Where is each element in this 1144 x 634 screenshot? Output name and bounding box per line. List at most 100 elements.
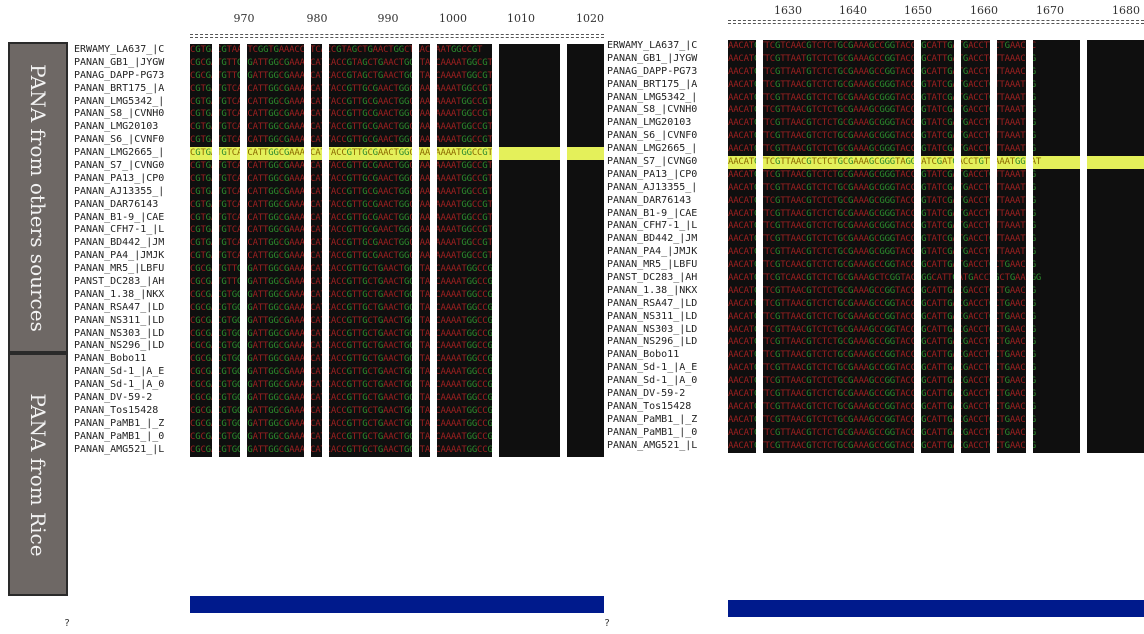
column-marker bbox=[560, 44, 567, 457]
column-marker bbox=[492, 44, 499, 457]
sequence-names-right: ERWAMY_LA637_|C PANAN_GB1_|JYGW PANAG_DAPP… bbox=[607, 40, 725, 453]
sequence-name: PANAN_AMG521_|L bbox=[74, 443, 165, 455]
sequence-name: PANAN_Sd-1_|A_E bbox=[607, 362, 698, 374]
sequence-name: PANAN_PA4_|JMJK bbox=[74, 250, 165, 262]
sequence-name: ERWAMY_LA637_|C bbox=[74, 44, 165, 55]
sequence-name: PANAN_LMG20103 bbox=[74, 121, 159, 133]
ruler-tick: 1020 bbox=[576, 12, 604, 25]
alignment-row: AACATGTTCGTTAACGTCTCTGCGAAAGCCGGTACCGGCA… bbox=[728, 363, 1036, 374]
alignment-row: CGTGATGTCAACATTGGCGAAACCATTACCGTTGCGAACT… bbox=[190, 83, 493, 94]
sequence-name: PANAN_S6_|CVNF0 bbox=[74, 134, 165, 146]
ruler-tick: 1000 bbox=[439, 12, 467, 25]
sequence-name: PANAN_Sd-1_|A_E bbox=[74, 366, 165, 378]
ruler-tick: 1640 bbox=[839, 4, 867, 17]
column-marker bbox=[240, 44, 247, 457]
sequence-name: PANAN_CFH7-1_|L bbox=[607, 220, 698, 232]
group-label-text: PANA from others sources bbox=[26, 63, 50, 332]
alignment-row: CGTGATGTCAACATTGGCGAAACCATTACCGTTGCGAACT… bbox=[190, 199, 493, 210]
sequence-name: PANAG_DAPP-PG73 bbox=[607, 65, 698, 77]
alignment-footer-bar-right bbox=[728, 600, 1144, 617]
sequence-name: PANAN_PaMB1_|_Z bbox=[74, 417, 165, 429]
column-marker bbox=[990, 40, 997, 453]
sequence-name: PANAN_LMG2665_| bbox=[607, 143, 698, 155]
alignment-row: AACATGTTCGTTAACGTCTCTGCGAAAGCCGGTACCGGCA… bbox=[728, 401, 1036, 412]
alignment-row: CGTGATGTCAACATTGGCGAAACCATTACCGTTGCGAACT… bbox=[190, 109, 493, 120]
sequence-name: PANAN_NS303_|LD bbox=[607, 323, 698, 335]
alignment-row: CGTGATGTCATCATTGGCGAAACCATTACCGTTGCGAACT… bbox=[190, 147, 604, 161]
sequence-name: PANAN_Sd-1_|A_0 bbox=[74, 379, 165, 391]
sequence-name: PANAN_S6_|CVNF0 bbox=[607, 130, 698, 142]
column-marker bbox=[212, 44, 219, 457]
sequence-name: PANAN_RSA47_|LD bbox=[607, 297, 698, 309]
sequence-name: PANAN_BD442_|JM bbox=[607, 233, 698, 245]
ruler-tick: 990 bbox=[377, 12, 399, 25]
sequence-name: PANAN_S8_|CVNH0 bbox=[607, 104, 698, 116]
sequence-name: PANAN_S8_|CVNH0 bbox=[74, 108, 165, 120]
alignment-row: CGCGACGTGGTGATTGGCGAAACCATCACCGTTGCTGAAC… bbox=[190, 341, 498, 352]
column-marker bbox=[954, 40, 961, 453]
alignment-footer-bar-left bbox=[190, 596, 604, 613]
ruler-tick: 970 bbox=[233, 12, 255, 25]
alignment-row: CGCGACGTGGTGATTGGCGAAACCATCACCGTTGCTGAAC… bbox=[190, 289, 498, 300]
sequence-name: PANAN_GB1_|JYGW bbox=[74, 56, 165, 68]
alignment-row: CGTGATGTCAACATTGGCGAAACCATTACCGTTGCGAACT… bbox=[190, 173, 493, 184]
question-mark: ? bbox=[64, 618, 71, 629]
alignment-row: CGTGATGTCAACATTGGCGAAACCATTACCGTTGCGAACT… bbox=[190, 135, 493, 146]
sequence-name: PANAN_BRT175_|A bbox=[607, 78, 698, 90]
sequence-names-left: ERWAMY_LA637_|C PANAN_GB1_|JYGW PANAG_DAPP… bbox=[74, 44, 189, 457]
sequence-name: PANAN_1.38_|NKX bbox=[74, 288, 165, 300]
group-label-other-sources: PANA from others sources bbox=[8, 42, 68, 353]
sequence-name: PANAN_B1-9_|CAE bbox=[607, 207, 698, 219]
sequence-name: PANAN_LMG20103 bbox=[607, 117, 692, 129]
alignment-row: CGCGACGTGGTGATTGGCGAAACCATCACCGTTGCTGAAC… bbox=[190, 405, 498, 416]
alignment-row: CGTGATGTCAACATTGGCGAAACCATTACCGTTGCGAACT… bbox=[190, 238, 493, 249]
sequence-name: PANAN_LMG5342_| bbox=[74, 95, 165, 107]
alignment-row: AACATGTTCGTTAACGTCTCTGCGAAAGCGGGTACCGGTA… bbox=[728, 195, 1036, 206]
ruler-tick: 1010 bbox=[507, 12, 535, 25]
ruler-tick: 1660 bbox=[970, 4, 998, 17]
alignment-row: CGCGACGTGGTGATTGGCGAAACCATCACCGTTGCTGAAC… bbox=[190, 444, 498, 455]
alignment-row: CGCGATGTTGTGATTGGCGAAACCATCACCGTAGCTGAAC… bbox=[190, 70, 498, 81]
alignment-row: CGTGATGTCAACATTGGCGAAACCATTACCGTTGCGAACT… bbox=[190, 122, 493, 133]
alignment-row: CGTGATGTCAACATTGGCGAAACCATTACCGTTGCGAACT… bbox=[190, 186, 493, 197]
column-marker bbox=[914, 40, 921, 453]
sequence-name: PANAN_PA13_|CP0 bbox=[74, 172, 165, 184]
sequence-name: PANAN_PaMB1_|_Z bbox=[607, 413, 698, 425]
alignment-row: AACATGTTCGTCAACGTCTCTGCGAAAGCTCGGTACCGGC… bbox=[728, 273, 1042, 284]
alignment-row: CGCGATGTTGTGATTGGCGAAACCATCACCGTTGCTGAAC… bbox=[190, 277, 498, 288]
question-mark: ? bbox=[604, 618, 611, 629]
column-marker bbox=[304, 44, 311, 457]
alignment-row: CGCGACGTGGTGATTGGCGAAACCATCACCGTTGCTGAAC… bbox=[190, 328, 498, 339]
alignment-row: CGTGATGTCAACATTGGCGAAACCATTACCGTTGCGAACT… bbox=[190, 225, 493, 236]
alignment-row: AACATGTTCGTTAACGTCTCTGCGAAAGCGGGTAGGTATC… bbox=[728, 156, 1144, 169]
sequence-name: PANAN_S7_|CVNG0 bbox=[607, 156, 698, 168]
sequence-name: PANAN_S7_|CVNG0 bbox=[74, 160, 165, 172]
alignment-row: CGTGATGTCAACATTGGCGAAACCATTACCGTTGCGAACT… bbox=[190, 251, 493, 262]
alignment-row: CGTGACGTAACTCGGTGAAACCATCACCGTAGCTGAACTG… bbox=[190, 45, 483, 55]
alignment-row: CGCGACGTGGTGATTGGCGAAACCATCACCGTTGCTGAAC… bbox=[190, 431, 498, 442]
sequence-name: PANAN_AJ13355_| bbox=[607, 181, 698, 193]
sequence-name: PANAN_B1-9_|CAE bbox=[74, 211, 165, 223]
column-marker bbox=[1080, 40, 1087, 453]
sequence-name: PANAN_DAR76143 bbox=[74, 198, 159, 210]
ruler-tick: 1670 bbox=[1036, 4, 1064, 17]
sequence-name: PANAN_MR5_|LBFU bbox=[607, 259, 698, 271]
alignment-row: AACATGTTCGTTAACGTCTCTGCGAAAGCGGGTACCGGTA… bbox=[728, 144, 1036, 155]
alignment-row: CGCGACGTGGTGATTGGCGAAACCATCACCGTTGCTGAAC… bbox=[190, 367, 498, 378]
column-marker bbox=[412, 44, 419, 457]
sequence-name: ERWAMY_LA637_|C bbox=[607, 40, 698, 51]
sequence-name: PANAN_AMG521_|L bbox=[607, 439, 698, 451]
alignment-row: CGCGACGTGGTGATTGGCGAAACCATCACCGTTGCTGAAC… bbox=[190, 315, 498, 326]
alignment-row: AACATGTTCGTTAACGTCTCTGCGAAAGCCGGTACCGGCA… bbox=[728, 440, 1036, 451]
sequence-name: PANAN_Sd-1_|A_0 bbox=[607, 375, 698, 387]
sequence-name: PANAN_BRT175_|A bbox=[74, 82, 165, 94]
column-marker bbox=[430, 44, 437, 457]
alignment-row: CGCGACGTGGTGATTGGCGAAACCATCACCGTTGCTGAAC… bbox=[190, 354, 498, 365]
sequence-name: PANST_DC283_|AH bbox=[607, 272, 698, 284]
sequence-name: PANAN_NS311_|LD bbox=[74, 314, 165, 326]
sequence-name: PANAN_Bobo11 bbox=[607, 349, 680, 361]
alignment-row: CGCGACGTGGTGATTGGCGAAACCATCACCGTTGCTGAAC… bbox=[190, 302, 498, 313]
alignment-row: CGTGATGTCAACATTGGCGAAACCATTACCGTTGCGAACT… bbox=[190, 96, 493, 107]
position-ruler-left: 970 980 990 1000 1010 1020 bbox=[190, 8, 604, 40]
alignment-row: AACATGTTCGTTAACGTCTCTGCGAAAGCGGGTACCGGTA… bbox=[728, 118, 1036, 129]
